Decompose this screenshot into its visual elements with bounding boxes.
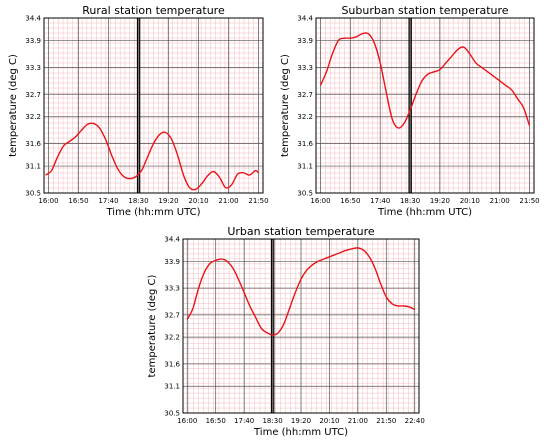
x-axis-label: Time (hh:mm UTC) — [253, 427, 348, 438]
y-tick-label: 33.3 — [25, 64, 41, 72]
x-tick-label: 22:40 — [405, 417, 425, 425]
y-tick-label: 30.5 — [25, 190, 41, 198]
x-tick-label: 17:40 — [234, 417, 254, 425]
y-tick-label: 30.5 — [164, 410, 180, 418]
y-axis-label: temperature (deg C) — [147, 274, 158, 377]
y-tick-label: 34.4 — [164, 236, 180, 244]
rural-temperature-line — [45, 122, 260, 191]
x-tick-label: 21:00 — [218, 197, 238, 205]
chart-title: Urban station temperature — [227, 225, 374, 238]
axes-frame — [43, 17, 264, 194]
x-tick-label: 16:50 — [340, 197, 360, 205]
x-tick-label: 21:50 — [248, 197, 268, 205]
axes-frame — [182, 238, 420, 414]
x-tick-label: 16:00 — [177, 417, 197, 425]
y-tick-label: 31.6 — [297, 140, 313, 148]
y-tick-label: 32.2 — [25, 113, 41, 121]
y-tick-label: 33.9 — [164, 258, 180, 266]
x-axis-label: Time (hh:mm UTC) — [106, 207, 201, 218]
minor-grid — [316, 18, 534, 193]
y-tick-label: 32.7 — [297, 91, 313, 99]
y-tick-label: 34.4 — [297, 15, 313, 23]
axes-frame — [315, 17, 535, 194]
y-tick-label: 31.1 — [164, 383, 180, 391]
x-tick-label: 21:00 — [490, 197, 510, 205]
y-tick-label: 33.9 — [297, 37, 313, 45]
x-tick-label: 19:20 — [430, 197, 450, 205]
suburban-chart: 16:00 16:50 17:40 18:30 19:20 20:10 21:00 21:50… — [280, 4, 540, 218]
suburban-temperature-line — [319, 32, 531, 129]
y-tick-label: 32.2 — [164, 334, 180, 342]
chart-title: Suburban station temperature — [341, 4, 508, 17]
y-axis-label: temperature (deg C) — [280, 54, 291, 157]
y-tick-label: 31.6 — [25, 140, 41, 148]
x-tick-label: 20:10 — [319, 417, 339, 425]
x-tick-label: 20:10 — [188, 197, 208, 205]
x-tick-label: 18:30 — [128, 197, 148, 205]
urban-chart: 16:00 16:50 17:40 18:30 19:20 20:10 21:00 21:50… — [147, 225, 425, 438]
y-tick-label: 33.3 — [297, 64, 313, 72]
y-tick-label: 31.1 — [297, 163, 313, 171]
x-tick-label: 16:00 — [38, 197, 58, 205]
x-tick-label: 16:50 — [206, 417, 226, 425]
y-tick-label: 31.6 — [164, 360, 180, 368]
x-tick-label: 17:40 — [370, 197, 390, 205]
x-tick-label: 20:10 — [460, 197, 480, 205]
x-axis-label: Time (hh:mm UTC) — [377, 207, 472, 218]
x-tick-label: 18:30 — [400, 197, 420, 205]
y-tick-label: 32.7 — [25, 91, 41, 99]
y-tick-label: 33.3 — [164, 285, 180, 293]
y-tick-label: 31.1 — [25, 163, 41, 171]
urban-temperature-line — [186, 247, 416, 336]
y-tick-label: 30.5 — [297, 190, 313, 198]
major-grid — [44, 17, 263, 194]
x-tick-label: 16:00 — [310, 197, 330, 205]
x-tick-label: 21:50 — [519, 197, 539, 205]
y-axis-label: temperature (deg C) — [8, 54, 19, 157]
x-tick-label: 21:00 — [348, 417, 368, 425]
y-tick-label: 33.9 — [25, 37, 41, 45]
y-tick-label: 32.7 — [164, 311, 180, 319]
x-tick-label: 16:50 — [68, 197, 88, 205]
y-tick-label: 34.4 — [25, 15, 41, 23]
x-tick-label: 17:40 — [98, 197, 118, 205]
rural-chart: 16:00 16:50 17:40 18:30 19:20 20:10 21:00 21:50… — [8, 4, 269, 218]
y-tick-label: 32.2 — [297, 113, 313, 121]
x-tick-label: 21:50 — [376, 417, 396, 425]
chart-title: Rural station temperature — [82, 4, 225, 17]
x-tick-label: 18:30 — [262, 417, 282, 425]
x-tick-label: 19:20 — [291, 417, 311, 425]
x-tick-label: 19:20 — [158, 197, 178, 205]
